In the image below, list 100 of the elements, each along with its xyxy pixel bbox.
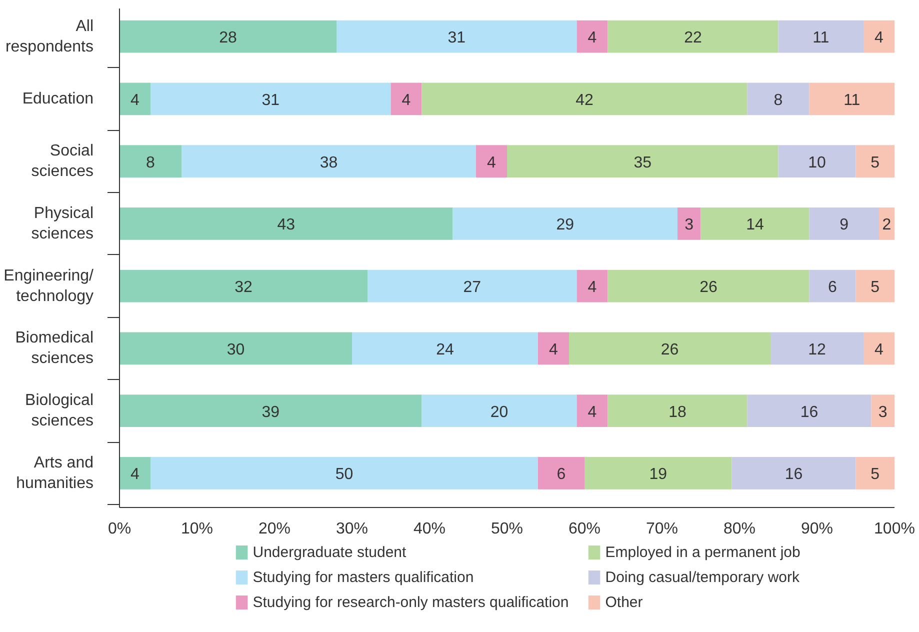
data-label: 27	[463, 279, 482, 296]
x-tick-label: 100%	[874, 520, 915, 538]
data-label: 4	[487, 154, 496, 172]
data-label: 35	[634, 154, 652, 172]
data-label: 42	[576, 92, 594, 109]
data-label: 4	[874, 30, 884, 47]
bar	[576, 394, 608, 428]
legend-label: Studying for research-only masters qualification	[252, 594, 569, 611]
data-label: 31	[448, 30, 466, 47]
data-label: 12	[808, 341, 826, 358]
data-label: 24	[436, 341, 454, 358]
x-tick-label: 10%	[180, 520, 214, 538]
data-label: 6	[556, 466, 566, 484]
data-label: 4	[549, 341, 558, 358]
data-label: 4	[588, 30, 597, 47]
data-label: 20	[490, 404, 508, 421]
data-label: 28	[219, 30, 237, 47]
bar	[576, 270, 608, 302]
bar	[871, 394, 894, 428]
bar	[569, 332, 770, 365]
x-tick-label: 70%	[646, 520, 678, 538]
x-tick-label: 60%	[568, 520, 601, 538]
bar	[120, 82, 150, 116]
data-label: 5	[870, 154, 880, 172]
bar	[120, 456, 150, 490]
data-label: 31	[262, 92, 280, 109]
data-label: 4	[588, 279, 597, 296]
bar	[150, 456, 538, 490]
data-label: 11	[812, 30, 830, 47]
data-label: 18	[668, 404, 686, 421]
data-label: 10	[808, 154, 826, 172]
bar	[700, 207, 810, 240]
bar	[120, 207, 453, 240]
y-tick-label: Social sciences	[31, 142, 94, 180]
data-label: 39	[262, 404, 280, 421]
data-label: 5	[870, 466, 880, 484]
bar	[747, 82, 810, 116]
bar	[732, 456, 856, 490]
data-label: 3	[684, 216, 694, 234]
y-tick-label: Arts and humanities	[16, 454, 94, 492]
bar	[182, 145, 476, 178]
y-tick-label: Physical sciences	[31, 204, 94, 242]
data-label: 4	[402, 92, 411, 109]
data-label: 9	[840, 216, 849, 234]
bar	[747, 394, 872, 428]
data-label: 16	[784, 466, 803, 484]
data-label: 19	[649, 466, 668, 484]
data-label: 38	[320, 154, 338, 172]
data-label: 6	[828, 279, 838, 296]
x-tick-label: 40%	[413, 520, 446, 538]
bar	[120, 332, 352, 365]
data-label: 50	[335, 466, 354, 484]
bar	[778, 20, 864, 53]
bar	[336, 20, 577, 53]
x-tick-label: 90%	[800, 520, 834, 538]
data-label: 32	[234, 279, 252, 296]
bar	[368, 270, 577, 302]
bar	[864, 20, 894, 53]
bar	[678, 207, 701, 240]
bar	[856, 145, 894, 178]
bar	[770, 332, 864, 365]
y-tick-label: Biomedical sciences	[15, 330, 94, 368]
data-label: 26	[660, 341, 679, 358]
bar	[422, 394, 577, 428]
bar	[120, 394, 422, 428]
data-label: 5	[870, 279, 880, 296]
bar	[576, 20, 608, 53]
data-label: 26	[700, 279, 718, 296]
data-label: 2	[882, 216, 892, 234]
legend-label: Employed in a permanent job	[605, 544, 800, 561]
bar	[809, 82, 894, 116]
bar	[778, 145, 856, 178]
bar	[864, 332, 894, 365]
bar	[120, 145, 182, 178]
data-label: 4	[130, 92, 140, 109]
data-label: 43	[277, 216, 296, 234]
bar	[856, 456, 894, 490]
bar	[352, 332, 538, 365]
bar	[507, 145, 778, 178]
bar	[422, 82, 748, 116]
data-label: 4	[130, 466, 140, 484]
bar	[879, 207, 894, 240]
data-label: 11	[844, 92, 860, 109]
bar	[584, 456, 732, 490]
data-label: 30	[226, 341, 245, 358]
x-tick-label: 30%	[336, 520, 368, 538]
data-label: 8	[774, 92, 783, 109]
bar	[809, 270, 856, 302]
data-label: 16	[800, 404, 818, 421]
bar	[120, 270, 368, 302]
data-label: 29	[556, 216, 574, 234]
data-label: 14	[746, 216, 764, 234]
data-label: 4	[874, 341, 884, 358]
y-tick-label: Education	[22, 90, 94, 108]
x-tick-label: 50%	[490, 520, 524, 538]
legend-label: Doing casual/temporary work	[605, 569, 800, 586]
bar	[608, 270, 810, 302]
legend-label: Other	[605, 594, 643, 611]
bar	[809, 207, 879, 240]
bar	[608, 20, 778, 53]
